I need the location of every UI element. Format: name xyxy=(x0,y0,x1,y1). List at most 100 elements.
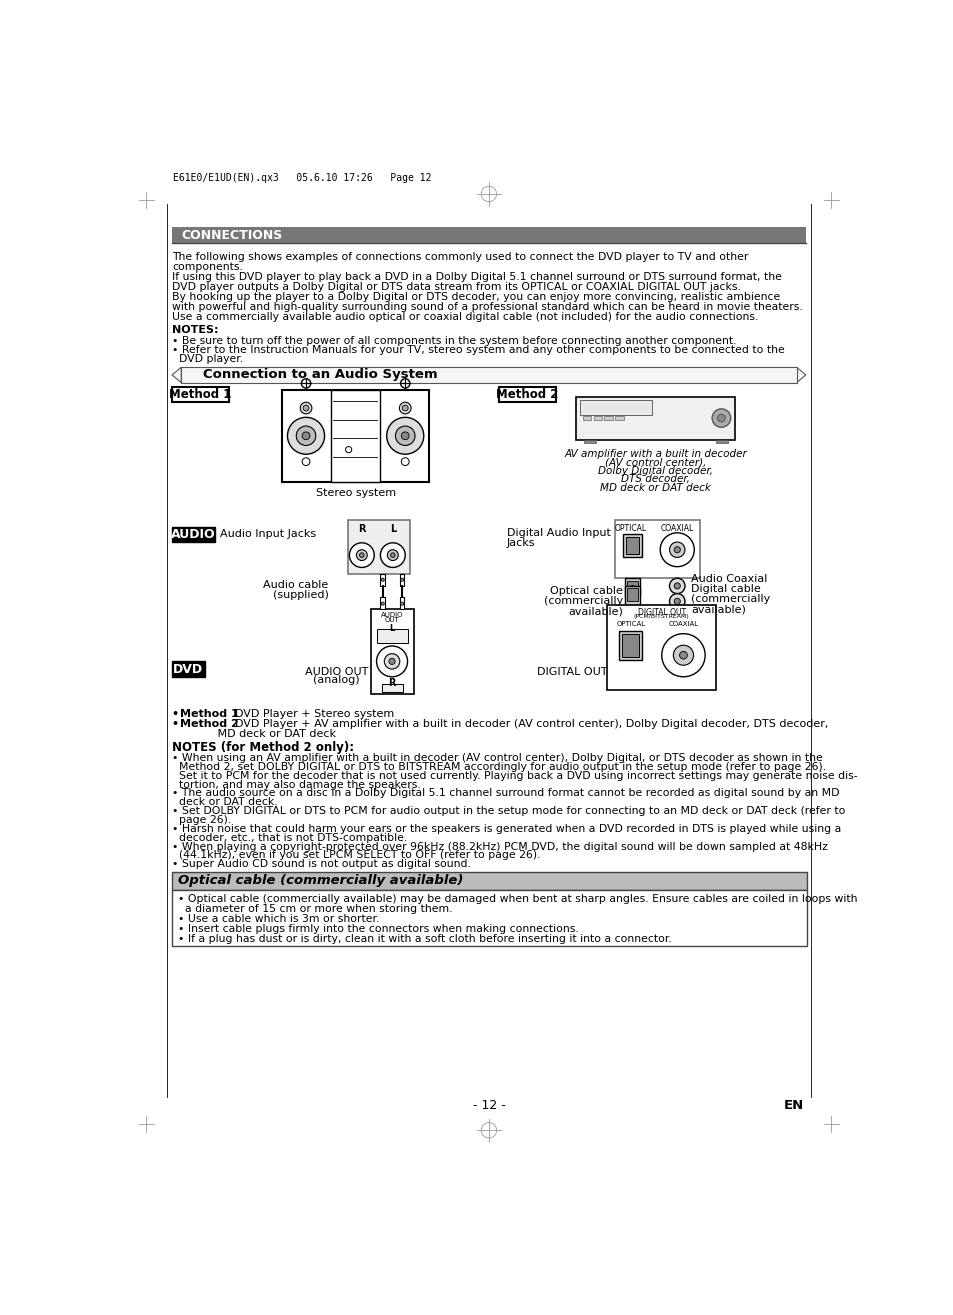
Text: COAXIAL: COAXIAL xyxy=(659,523,693,533)
Bar xyxy=(576,397,735,439)
Text: DVD Player + Stereo system: DVD Player + Stereo system xyxy=(228,709,394,719)
Bar xyxy=(579,400,651,416)
Bar xyxy=(716,439,727,443)
Circle shape xyxy=(400,602,403,605)
Text: AUDIO: AUDIO xyxy=(380,611,403,618)
Text: • Be sure to turn off the power of all components in the system before connectin: • Be sure to turn off the power of all c… xyxy=(172,335,736,346)
Text: tortion, and may also damage the speakers.: tortion, and may also damage the speaker… xyxy=(172,780,420,789)
Circle shape xyxy=(580,401,584,405)
Bar xyxy=(380,597,385,609)
Bar xyxy=(348,521,410,575)
Text: available): available) xyxy=(568,606,622,617)
Circle shape xyxy=(673,646,693,665)
Text: • Set DOLBY DIGITAL or DTS to PCM for audio output in the setup mode for connect: • Set DOLBY DIGITAL or DTS to PCM for au… xyxy=(172,806,844,817)
Bar xyxy=(172,227,805,243)
Text: If using this DVD player to play back a DVD in a Dolby Digital 5.1 channel surro: If using this DVD player to play back a … xyxy=(172,272,781,281)
Circle shape xyxy=(380,543,405,568)
Circle shape xyxy=(401,458,409,466)
Circle shape xyxy=(356,550,367,560)
Bar xyxy=(331,389,379,483)
Circle shape xyxy=(674,583,679,589)
Text: with powerful and high-quality surrounding sound of a professional standard whic: with powerful and high-quality surroundi… xyxy=(172,301,801,312)
Bar xyxy=(181,367,796,383)
Text: AUDIO: AUDIO xyxy=(172,527,215,540)
Text: Dolby Digital decoder,: Dolby Digital decoder, xyxy=(598,466,712,476)
Bar xyxy=(624,586,639,605)
Text: DIGITAL OUT: DIGITAL OUT xyxy=(537,667,607,677)
Text: CONNECTIONS: CONNECTIONS xyxy=(181,229,282,242)
Text: DVD Player + AV amplifier with a built in decoder (AV control center), Dolby Dig: DVD Player + AV amplifier with a built i… xyxy=(228,719,827,729)
Text: Method 1: Method 1 xyxy=(170,388,232,401)
Bar xyxy=(625,538,639,555)
Text: AV amplifier with a built in decoder: AV amplifier with a built in decoder xyxy=(563,448,746,459)
Text: Method 2: Method 2 xyxy=(180,719,239,729)
Text: OUT: OUT xyxy=(384,618,399,623)
Text: DVD: DVD xyxy=(173,663,203,676)
Bar xyxy=(399,575,404,586)
Circle shape xyxy=(401,431,409,439)
Circle shape xyxy=(359,552,364,558)
Text: R: R xyxy=(357,525,365,534)
Text: Method 1: Method 1 xyxy=(180,709,239,719)
Bar xyxy=(498,387,556,402)
Text: (supplied): (supplied) xyxy=(273,590,328,600)
Circle shape xyxy=(303,405,309,412)
Text: (commercially: (commercially xyxy=(691,594,770,605)
Circle shape xyxy=(659,533,694,567)
Text: •: • xyxy=(172,719,183,729)
Text: OPTICAL: OPTICAL xyxy=(616,622,644,627)
Bar xyxy=(399,597,404,609)
Text: (commercially: (commercially xyxy=(543,596,622,606)
Circle shape xyxy=(400,579,403,581)
Bar xyxy=(624,579,639,597)
Circle shape xyxy=(387,550,397,560)
Text: Audio cable: Audio cable xyxy=(263,580,328,590)
Text: a diameter of 15 cm or more when storing them.: a diameter of 15 cm or more when storing… xyxy=(178,903,452,914)
Circle shape xyxy=(345,447,352,452)
Text: By hooking up the player to a Dolby Digital or DTS decoder, you can enjoy more c: By hooking up the player to a Dolby Digi… xyxy=(172,292,780,301)
Text: decoder, etc., that is not DTS-compatible.: decoder, etc., that is not DTS-compatibl… xyxy=(172,832,407,843)
Bar xyxy=(377,629,407,643)
Bar xyxy=(618,631,641,660)
Circle shape xyxy=(611,401,615,405)
Circle shape xyxy=(586,401,590,405)
Bar xyxy=(371,609,414,694)
Circle shape xyxy=(376,646,407,677)
Circle shape xyxy=(623,401,627,405)
Bar xyxy=(582,417,591,421)
Bar xyxy=(172,387,229,402)
Text: EN: EN xyxy=(782,1099,802,1111)
Bar xyxy=(626,588,637,601)
Text: Optical cable: Optical cable xyxy=(550,586,622,596)
Circle shape xyxy=(300,402,312,414)
Text: Jacks: Jacks xyxy=(506,538,535,548)
Bar xyxy=(593,417,601,421)
Bar xyxy=(282,389,429,483)
Bar xyxy=(626,581,637,594)
Bar xyxy=(583,439,596,443)
Circle shape xyxy=(717,414,724,422)
Bar xyxy=(172,526,215,542)
Text: • If a plug has dust or is dirty, clean it with a soft cloth before inserting it: • If a plug has dust or is dirty, clean … xyxy=(178,934,671,944)
Circle shape xyxy=(381,579,384,581)
Bar xyxy=(172,872,806,890)
Circle shape xyxy=(395,426,415,446)
Text: NOTES:: NOTES: xyxy=(172,325,218,335)
Text: • When playing a copyright-protected over 96kHz (88.2kHz) PCM DVD, the digital s: • When playing a copyright-protected ove… xyxy=(172,842,827,852)
Text: • Super Audio CD sound is not output as digital sound.: • Super Audio CD sound is not output as … xyxy=(172,859,471,869)
Text: components.: components. xyxy=(172,262,243,272)
Text: R: R xyxy=(388,679,395,688)
Text: Method 2, set DOLBY DIGITAL or DTS to BITSTREAM accordingly for audio output in : Method 2, set DOLBY DIGITAL or DTS to BI… xyxy=(172,761,825,772)
Circle shape xyxy=(711,409,730,427)
Text: Set it to PCM for the decoder that is not used currently. Playing back a DVD usi: Set it to PCM for the decoder that is no… xyxy=(172,771,857,781)
Circle shape xyxy=(384,654,399,669)
Text: available): available) xyxy=(691,605,745,614)
Bar xyxy=(622,534,641,558)
Bar xyxy=(381,685,402,692)
Bar xyxy=(607,605,716,690)
Circle shape xyxy=(598,401,602,405)
Circle shape xyxy=(669,542,684,558)
Circle shape xyxy=(287,417,324,454)
Text: DTS decoder,: DTS decoder, xyxy=(620,475,689,484)
Circle shape xyxy=(302,431,310,439)
